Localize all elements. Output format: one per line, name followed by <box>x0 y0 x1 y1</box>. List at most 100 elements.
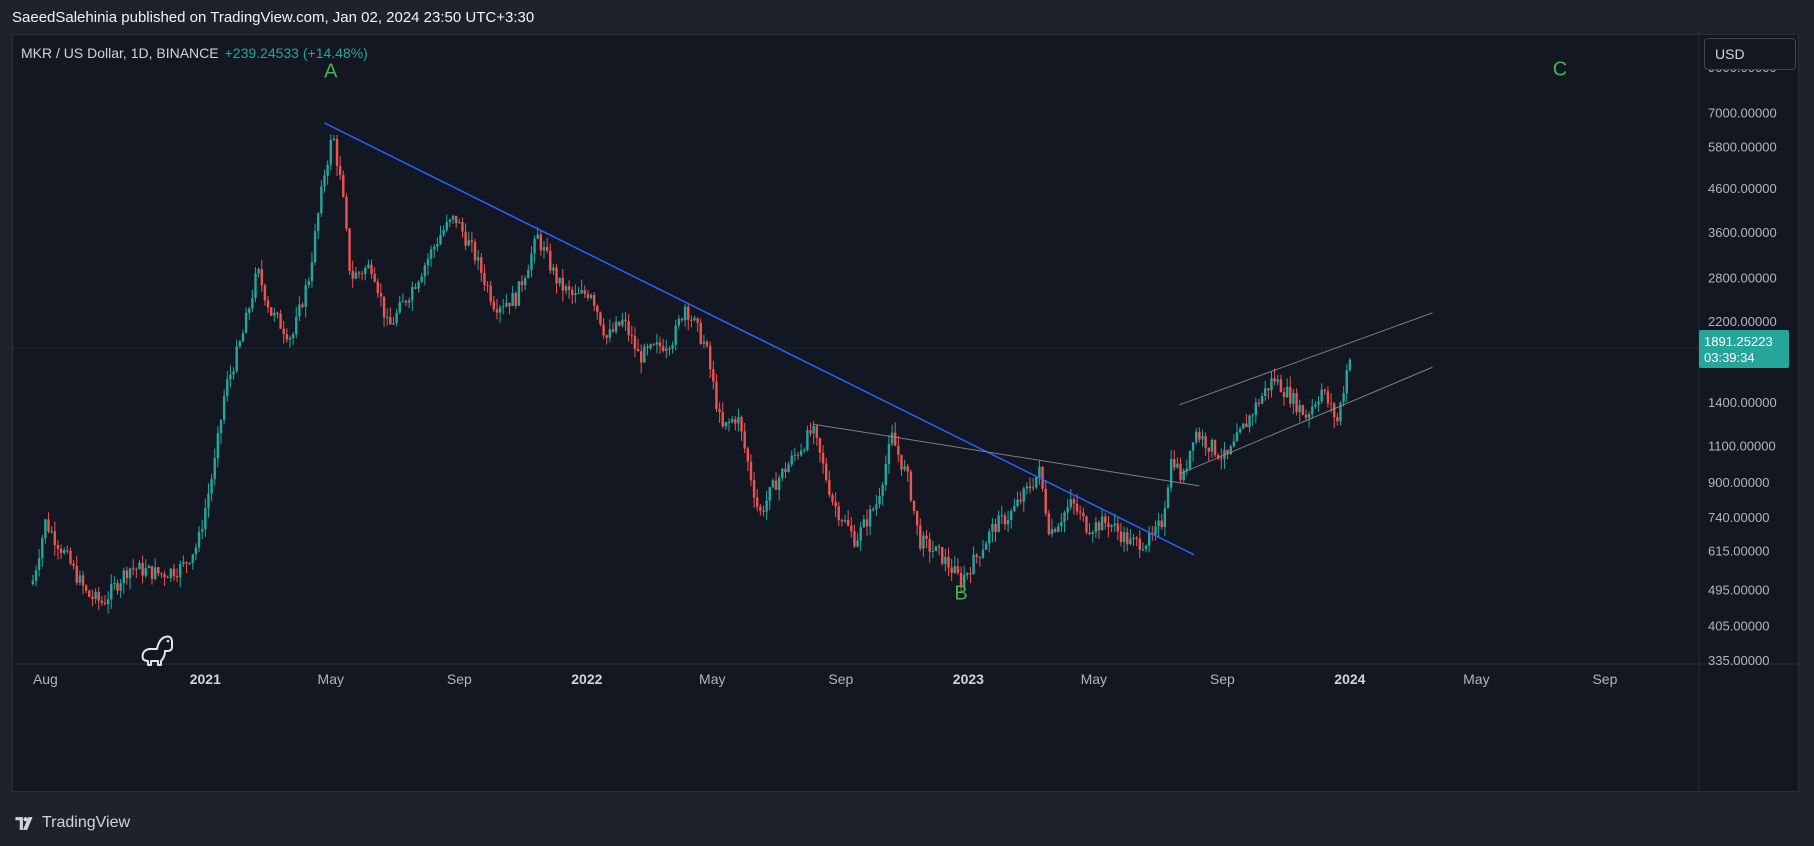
price-change: +239.24533 (+14.48%) <box>224 45 368 61</box>
candle-body <box>577 293 580 295</box>
candle-body <box>1235 432 1239 442</box>
candle-body <box>812 425 815 434</box>
candle-body <box>1348 359 1352 371</box>
candle-body <box>1163 508 1167 528</box>
candle-body <box>1091 532 1094 534</box>
candle-body <box>1270 378 1273 391</box>
candle-body <box>1226 449 1229 455</box>
candle-body <box>1082 512 1085 517</box>
candle-body <box>351 270 354 279</box>
candle-body <box>1251 415 1254 417</box>
candle-body <box>345 196 348 229</box>
footer-brand-text: TradingView <box>42 814 131 831</box>
candle-body <box>542 247 546 251</box>
candle-body <box>295 316 298 335</box>
candle-body <box>730 419 734 422</box>
candle-body <box>1047 513 1051 535</box>
candle-body <box>561 277 565 291</box>
candle-body <box>254 273 257 298</box>
candle-body <box>364 267 367 275</box>
candle-body <box>116 583 119 591</box>
candle-body <box>708 346 712 370</box>
price-tick-label: 7000.00000 <box>1708 105 1777 120</box>
candle-body <box>84 585 88 591</box>
candle-body <box>232 371 235 375</box>
footer-brand[interactable]: TradingView <box>12 814 130 832</box>
candle-body <box>614 321 618 332</box>
candle-body <box>204 508 207 530</box>
candle-body <box>486 284 489 286</box>
candle-body <box>97 591 100 601</box>
time-tick-label: 2023 <box>953 671 984 687</box>
candle-body <box>367 264 370 268</box>
candle-body <box>1289 386 1292 404</box>
candle-body <box>947 556 950 568</box>
publisher-header: SaeedSalehinia published on TradingView.… <box>12 9 535 26</box>
candle-body <box>803 449 806 451</box>
last-price-value: 1891.25223 <box>1704 334 1773 349</box>
candle-body <box>1063 512 1066 523</box>
price-axis[interactable]: 9000.000007000.000005800.000004600.00000… <box>1708 60 1777 668</box>
time-tick-label: 2021 <box>190 671 221 687</box>
candle-body <box>1242 423 1245 429</box>
candle-body <box>354 272 358 279</box>
candle-body <box>304 285 307 307</box>
candle-body <box>549 250 552 271</box>
candle-body <box>454 215 458 224</box>
candle-body <box>414 287 417 289</box>
candle-body <box>1069 499 1073 508</box>
candle-body <box>668 348 671 350</box>
candle-body <box>533 238 536 254</box>
candle-body <box>696 318 699 323</box>
candle-body <box>843 520 847 522</box>
candle-body <box>1333 403 1336 418</box>
chart-panel[interactable]: ABC 9000.000007000.000005800.000004600.0… <box>12 34 1799 792</box>
candle-body <box>119 583 122 591</box>
candle-body <box>1079 511 1082 513</box>
candle-body <box>244 312 248 334</box>
candle-body <box>423 265 427 277</box>
price-chart[interactable]: ABC 9000.000007000.000005800.000004600.0… <box>13 35 1799 792</box>
candle-body <box>1000 515 1004 517</box>
descending-trendline <box>324 122 1195 556</box>
candle-body <box>360 273 364 275</box>
candle-body <box>329 140 332 165</box>
currency-button[interactable]: USD <box>1704 38 1796 70</box>
candle-body <box>962 574 966 587</box>
candle-body <box>1182 470 1185 481</box>
candle-body <box>1267 388 1270 391</box>
candle-body <box>317 213 320 231</box>
candle-body <box>282 328 285 335</box>
candle-body <box>674 325 677 345</box>
time-axis[interactable]: Aug 2021 May Sep 2022 May Sep 2023 May Sep 2024 May… <box>33 671 1618 687</box>
candle-body <box>589 294 593 298</box>
candle-body <box>1060 522 1063 527</box>
candle-body <box>856 540 859 547</box>
candle-body <box>407 300 411 303</box>
time-tick-label: May <box>318 671 344 687</box>
candle-body <box>1320 389 1323 402</box>
candle-body <box>1210 439 1214 452</box>
candle-body <box>1113 523 1116 526</box>
candle-body <box>1050 529 1054 535</box>
candle-body <box>530 253 533 270</box>
candle-body <box>439 234 442 245</box>
price-tick-label: 5800.00000 <box>1708 139 1777 154</box>
candle-body <box>182 562 185 565</box>
candle-body <box>273 312 276 316</box>
candle-body <box>72 563 75 566</box>
candle-body <box>335 138 339 166</box>
candle-body <box>837 506 840 521</box>
wave-label-c: C <box>1553 58 1567 80</box>
candle-body <box>592 294 596 306</box>
candle-body <box>928 538 931 552</box>
candle-body <box>222 396 226 420</box>
tradingview-logo-icon <box>15 816 33 830</box>
candle-body <box>624 319 627 322</box>
candle-body <box>320 186 323 214</box>
candles-group <box>31 134 1352 614</box>
candle-body <box>646 346 649 349</box>
candle-body <box>639 351 643 363</box>
candle-body <box>984 543 988 550</box>
candle-body <box>897 445 900 455</box>
